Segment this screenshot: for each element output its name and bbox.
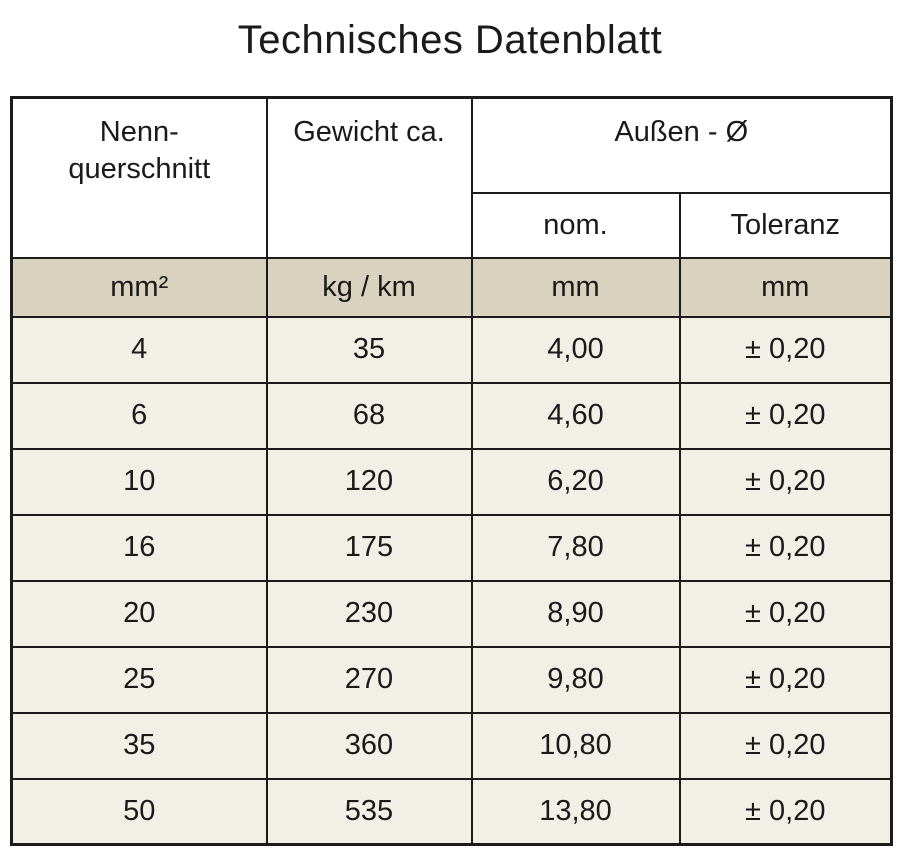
cell-nom: 7,80 (470, 513, 681, 582)
cell-nom: 8,90 (470, 579, 681, 648)
datasheet-page: Technisches Datenblatt Nenn- querschnitt… (0, 18, 900, 860)
header-row-main: Nenn- querschnitt Gewicht ca. Außen - Ø (10, 96, 893, 259)
cell-nom: 10,80 (470, 711, 681, 780)
cell-nom: 4,60 (470, 381, 681, 450)
cell-nennquerschnitt: 25 (10, 645, 268, 714)
cell-nennquerschnitt: 16 (10, 513, 268, 582)
cell-gewicht: 120 (265, 447, 473, 516)
units-row: mm² kg / km mm mm (10, 256, 893, 318)
header-gewicht: Gewicht ca. (265, 96, 473, 259)
cell-gewicht: 68 (265, 381, 473, 450)
cell-nom: 6,20 (470, 447, 681, 516)
cell-toleranz: ± 0,20 (678, 513, 893, 582)
cell-gewicht: 175 (265, 513, 473, 582)
cell-nennquerschnitt: 4 (10, 315, 268, 384)
unit-cell-gewicht: kg / km (265, 256, 473, 318)
cell-toleranz: ± 0,20 (678, 381, 893, 450)
table-row: 6 68 4,60 ± 0,20 (10, 381, 893, 450)
cell-nom: 4,00 (470, 315, 681, 384)
header-aussen-durchmesser: Außen - Ø (470, 96, 893, 194)
cell-toleranz: ± 0,20 (678, 711, 893, 780)
table-body: 4 35 4,00 ± 0,20 6 68 4,60 ± 0,20 10 120 6,20 ± 0,2… (10, 315, 893, 846)
cell-nennquerschnitt: 20 (10, 579, 268, 648)
cell-gewicht: 270 (265, 645, 473, 714)
page-title: Technisches Datenblatt (237, 18, 663, 62)
header-row-sub: nom. Toleranz (12, 191, 893, 259)
cell-gewicht: 35 (265, 315, 473, 384)
unit-cell-toleranz: mm (678, 256, 893, 318)
cell-gewicht: 535 (265, 777, 473, 846)
unit-cell-nom: mm (470, 256, 681, 318)
cell-nom: 13,80 (470, 777, 681, 846)
unit-cell-nennquerschnitt: mm² (10, 256, 268, 318)
table-row: 35 360 10,80 ± 0,20 (10, 711, 893, 780)
table-row: 25 270 9,80 ± 0,20 (10, 645, 893, 714)
cell-toleranz: ± 0,20 (678, 645, 893, 714)
cell-nennquerschnitt: 50 (10, 777, 268, 846)
cell-nennquerschnitt: 35 (10, 711, 268, 780)
cell-nennquerschnitt: 6 (10, 381, 268, 450)
header-nennquerschnitt: Nenn- querschnitt (10, 96, 268, 259)
table-row: 50 535 13,80 ± 0,20 (10, 777, 893, 846)
table-row: 4 35 4,00 ± 0,20 (10, 315, 893, 384)
table-row: 20 230 8,90 ± 0,20 (10, 579, 893, 648)
cell-gewicht: 360 (265, 711, 473, 780)
cell-nennquerschnitt: 10 (10, 447, 268, 516)
cell-gewicht: 230 (265, 579, 473, 648)
cell-toleranz: ± 0,20 (678, 777, 893, 846)
header-nom: nom. (470, 191, 681, 259)
cell-toleranz: ± 0,20 (678, 315, 893, 384)
table-row: 16 175 7,80 ± 0,20 (10, 513, 893, 582)
datasheet-table: Nenn- querschnitt Gewicht ca. Außen - Ø … (10, 96, 893, 846)
cell-nom: 9,80 (470, 645, 681, 714)
table-row: 10 120 6,20 ± 0,20 (10, 447, 893, 516)
header-toleranz: Toleranz (678, 191, 893, 259)
cell-toleranz: ± 0,20 (678, 579, 893, 648)
cell-toleranz: ± 0,20 (678, 447, 893, 516)
